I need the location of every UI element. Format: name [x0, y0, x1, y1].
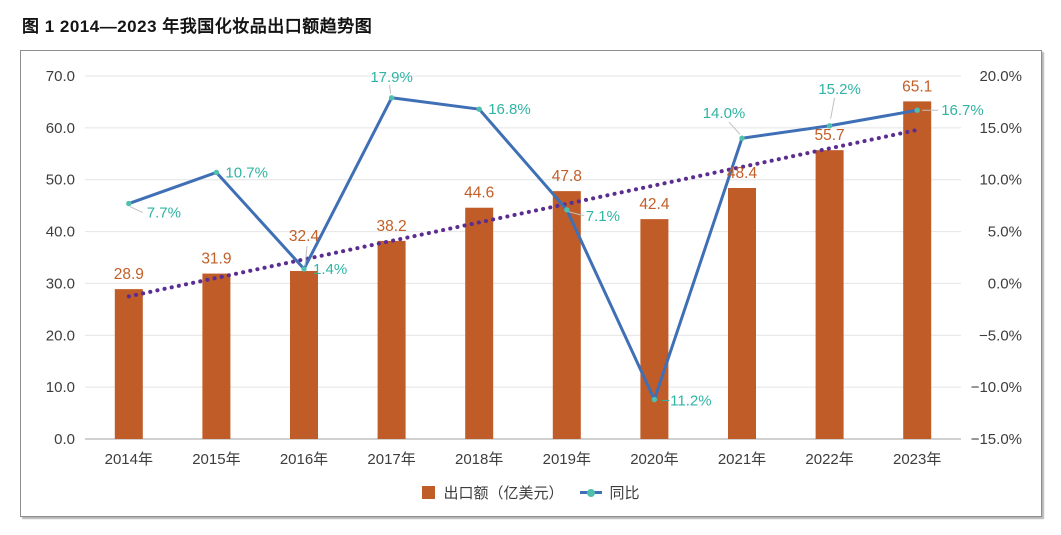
left-axis-tick-label: 20.0 — [46, 327, 75, 344]
chart-panel: 0.0 10.0 20.0 30.0 40.0 50.0 60.0 70.0 −15.0% −10… — [20, 50, 1042, 517]
legend-item-yoy: 同比 — [579, 482, 640, 503]
export-bar — [465, 207, 494, 439]
export-bar — [640, 219, 669, 439]
yoy-point-marker — [388, 95, 395, 101]
yoy-value-label: 7.7% — [147, 205, 181, 222]
x-axis-tick-label: 2017年 — [367, 451, 415, 468]
line-swatch-icon — [579, 488, 602, 497]
yoy-line — [127, 96, 919, 402]
yoy-value-label: 17.9% — [370, 69, 413, 86]
right-axis-tick-label: 10.0% — [979, 172, 1022, 189]
yoy-point-marker — [126, 200, 132, 207]
callout-leader-line — [304, 245, 308, 267]
left-axis-tick-label: 50.0 — [46, 172, 75, 189]
export-bar — [290, 270, 318, 439]
callout-leader-line — [389, 84, 392, 94]
export-bar — [728, 188, 756, 439]
export-bar-value-label: 55.7 — [815, 127, 845, 144]
yoy-value-label: 16.7% — [941, 102, 984, 119]
x-axis-tick-label: 2019年 — [543, 451, 591, 468]
export-bar — [377, 240, 406, 439]
left-axis-tick-label: 70.0 — [46, 68, 75, 85]
yoy-point-marker — [213, 169, 220, 176]
right-axis-tick-label: −15.0% — [971, 431, 1022, 448]
right-axis-tick-label: 20.0% — [979, 68, 1022, 85]
export-bar — [903, 101, 932, 439]
legend-label-yoy: 同比 — [609, 485, 640, 502]
trend-dotted-line — [126, 127, 920, 299]
export-bar — [114, 289, 143, 439]
yoy-point-marker — [826, 123, 833, 129]
yoy-point-marker — [564, 207, 570, 213]
left-axis-tick-label: 0.0 — [54, 431, 75, 448]
x-axis-tick-label: 2014年 — [105, 451, 153, 468]
right-axis-tick-label: −10.0% — [971, 379, 1022, 396]
x-axis-tick-label: 2021年 — [718, 451, 766, 468]
chart-canvas: 0.0 10.0 20.0 30.0 40.0 50.0 60.0 70.0 −15.0% −10… — [46, 68, 1022, 468]
yoy-point-marker — [914, 107, 920, 113]
x-axis-tick-label: 2016年 — [280, 451, 328, 468]
legend-item-export: 出口额（亿美元） — [422, 482, 564, 503]
yoy-value-label: 10.7% — [225, 164, 268, 181]
yoy-value-label: 16.8% — [488, 101, 531, 118]
yoy-point-marker — [301, 266, 307, 272]
yoy-point-marker — [476, 106, 482, 112]
yoy-value-label: 1.4% — [313, 261, 347, 278]
x-axis-tick-label: 2020年 — [630, 451, 678, 468]
yoy-value-label: 7.1% — [586, 208, 620, 225]
left-axis-tick-label: 60.0 — [46, 120, 75, 137]
yoy-point-marker — [739, 135, 745, 141]
bar-swatch-icon — [422, 486, 436, 499]
yoy-value-label: 14.0% — [703, 105, 746, 122]
yoy-point-marker — [651, 396, 658, 403]
left-axis-tick-label: 10.0 — [46, 379, 75, 396]
right-axis-tick-label: 5.0% — [988, 224, 1022, 241]
export-bar-value-label: 28.9 — [114, 266, 144, 283]
x-axis-tick-label: 2015年 — [192, 451, 240, 468]
export-bar-value-label: 42.4 — [639, 196, 670, 213]
x-axis-tick-label: 2023年 — [893, 451, 941, 468]
export-bar-value-label: 32.4 — [289, 228, 320, 245]
export-bar-value-label: 38.2 — [377, 218, 407, 235]
callout-leader-line — [830, 97, 836, 119]
callout-leader-line — [129, 206, 144, 214]
export-bar-value-label: 65.1 — [902, 78, 932, 95]
x-axis-tick-label: 2018年 — [455, 451, 503, 468]
yoy-value-label: 15.2% — [818, 81, 861, 98]
export-bar — [815, 150, 844, 440]
export-bar-value-label: 48.4 — [727, 165, 758, 182]
left-axis-tick-label: 40.0 — [46, 224, 75, 241]
export-bar-value-label: 47.8 — [552, 168, 582, 185]
left-axis-tick-label: 30.0 — [46, 275, 75, 292]
export-bar — [202, 273, 231, 439]
figure-title: 图 1 2014—2023 年我国化妆品出口额趋势图 — [22, 17, 373, 36]
export-bar-value-label: 44.6 — [464, 185, 494, 202]
x-axis-tick-label: 2022年 — [805, 451, 853, 468]
yoy-value-label: −11.2% — [661, 393, 711, 410]
line-swatch-dot-icon — [586, 488, 595, 497]
callout-leader-line — [728, 121, 741, 135]
chart-legend: 出口额（亿美元） 同比 — [21, 482, 1041, 503]
export-bar-value-label: 31.9 — [201, 251, 231, 268]
right-axis-tick-label: 0.0% — [988, 275, 1022, 292]
legend-label-export: 出口额（亿美元） — [443, 485, 564, 502]
callout-leader-line — [568, 211, 584, 217]
right-axis-tick-label: −5.0% — [979, 327, 1022, 344]
right-axis-tick-label: 15.0% — [979, 120, 1022, 137]
